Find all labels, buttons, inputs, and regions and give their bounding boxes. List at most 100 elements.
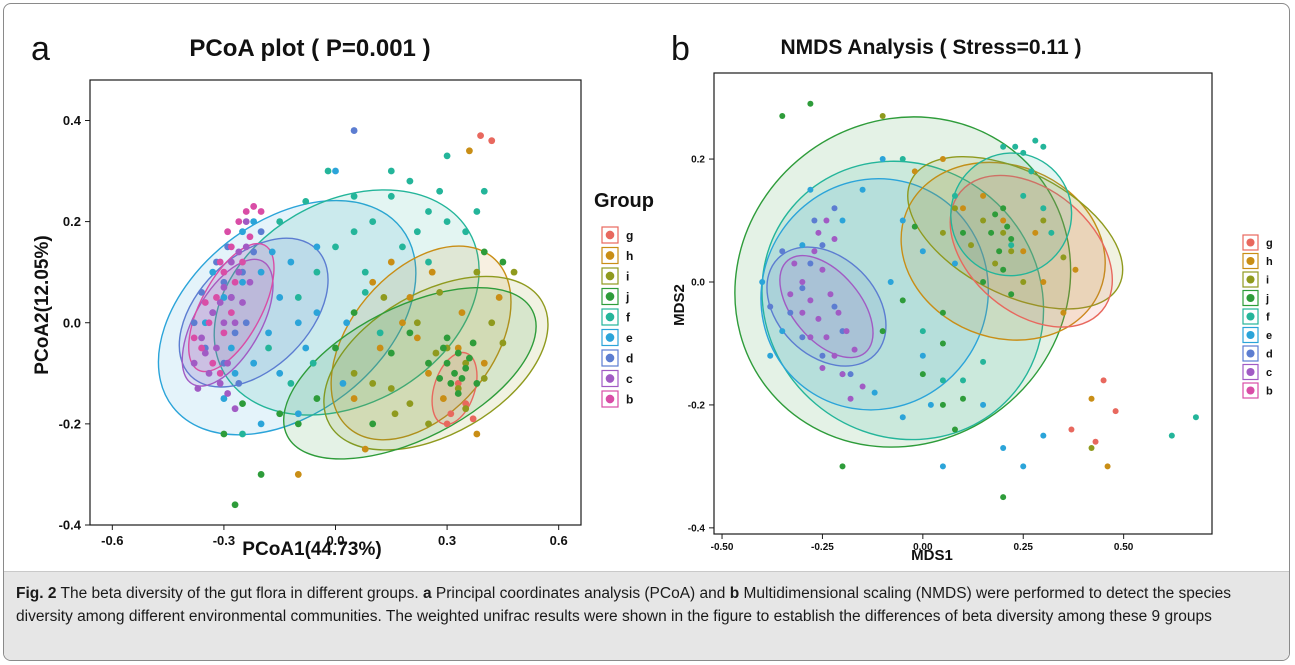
legend-key-dot <box>1246 256 1255 266</box>
point-b <box>250 203 258 210</box>
point-e <box>919 352 926 359</box>
point-j <box>387 349 395 357</box>
legend-key-dot <box>605 292 615 301</box>
ellipse-j <box>282 286 537 460</box>
point-h <box>466 147 473 155</box>
legend-item-h: h <box>601 246 633 265</box>
point-e <box>302 344 310 352</box>
point-h <box>1088 395 1095 402</box>
point-b <box>213 294 220 301</box>
point-i <box>350 369 358 377</box>
point-b <box>235 218 243 225</box>
y-tick-label: 0.0 <box>691 277 705 288</box>
point-j <box>899 297 906 304</box>
point-j <box>447 380 455 387</box>
legend-key-dot <box>1246 238 1255 247</box>
legend-key-dot <box>1246 386 1255 395</box>
point-f <box>239 430 246 438</box>
point-f <box>980 358 987 365</box>
legend-key-dot <box>605 333 615 342</box>
point-f <box>1192 414 1199 421</box>
figure-caption: Fig. 2 The beta diversity of the gut flo… <box>16 583 1278 628</box>
point-f <box>309 359 317 367</box>
ellipse-d <box>766 246 887 367</box>
point-e <box>287 258 295 266</box>
y-tick-label: 0.2 <box>63 214 81 229</box>
point-h <box>458 309 466 317</box>
point-j <box>458 374 466 382</box>
point-e <box>839 217 846 224</box>
point-d <box>257 228 265 236</box>
point-j <box>466 354 473 362</box>
point-i <box>510 268 518 276</box>
point-j <box>369 420 377 428</box>
point-e <box>799 242 806 249</box>
point-c <box>201 349 209 357</box>
point-c <box>220 319 228 327</box>
point-c <box>216 299 224 306</box>
legend-key-dot <box>1246 330 1255 340</box>
x-tick-label: 0.25 <box>1014 542 1034 553</box>
point-h <box>1020 248 1027 255</box>
caption-text-1: The beta diversity of the gut flora in d… <box>56 585 423 602</box>
point-c <box>224 390 232 397</box>
legend-item-g: g <box>601 226 633 244</box>
chart-a-legend-title: Group <box>594 190 654 212</box>
point-f <box>1040 143 1047 150</box>
x-tick-label: -0.25 <box>811 542 834 553</box>
chart-a-plot-area <box>89 79 582 526</box>
point-e <box>313 309 321 317</box>
point-g <box>488 137 496 145</box>
point-c <box>205 369 213 377</box>
point-f <box>413 228 421 236</box>
x-tick-label: 0.6 <box>550 533 568 548</box>
chart-b-xlabel: MDS1 <box>911 547 953 564</box>
point-h <box>1040 278 1047 285</box>
legend-item-f: f <box>1242 308 1270 325</box>
legend-item-i: i <box>601 267 629 285</box>
point-c <box>246 278 254 286</box>
legend-label: e <box>1266 330 1272 342</box>
point-e <box>759 278 766 285</box>
legend-key-dot <box>605 374 615 383</box>
point-f <box>369 218 377 225</box>
point-j <box>879 328 886 335</box>
point-d <box>235 380 243 387</box>
point-f <box>919 328 926 335</box>
point-j <box>911 223 918 230</box>
legend-label: j <box>1265 293 1269 305</box>
point-f <box>443 218 451 225</box>
point-j <box>980 278 987 285</box>
point-j <box>939 309 946 316</box>
point-j <box>1004 223 1011 230</box>
point-i <box>1060 254 1067 261</box>
point-d <box>847 371 854 378</box>
point-i <box>413 319 421 327</box>
legend-key-dot <box>1246 275 1255 284</box>
legend-item-j: j <box>1242 289 1269 307</box>
point-j <box>425 359 432 367</box>
point-i <box>462 405 470 413</box>
point-j <box>480 248 488 256</box>
caption-text-2: Principal coordinates analysis (PCoA) an… <box>431 585 730 602</box>
chart-b-plot-area <box>713 72 1213 535</box>
point-c <box>847 395 854 402</box>
point-c <box>819 365 826 372</box>
point-j <box>807 100 814 107</box>
point-c <box>831 235 838 242</box>
point-d <box>819 242 826 249</box>
point-f <box>425 258 432 266</box>
legend-key-dot <box>605 394 615 404</box>
point-e <box>899 414 906 421</box>
point-f <box>1008 242 1015 249</box>
point-c <box>216 380 224 387</box>
point-d <box>767 303 774 310</box>
chart-b-panel-border <box>713 72 1213 535</box>
point-b <box>216 369 224 377</box>
chart-b-ylabel: MDS2 <box>671 284 688 326</box>
point-c <box>235 268 243 276</box>
point-d <box>779 248 786 255</box>
legend-item-e: e <box>1242 326 1272 344</box>
point-e <box>859 186 866 193</box>
